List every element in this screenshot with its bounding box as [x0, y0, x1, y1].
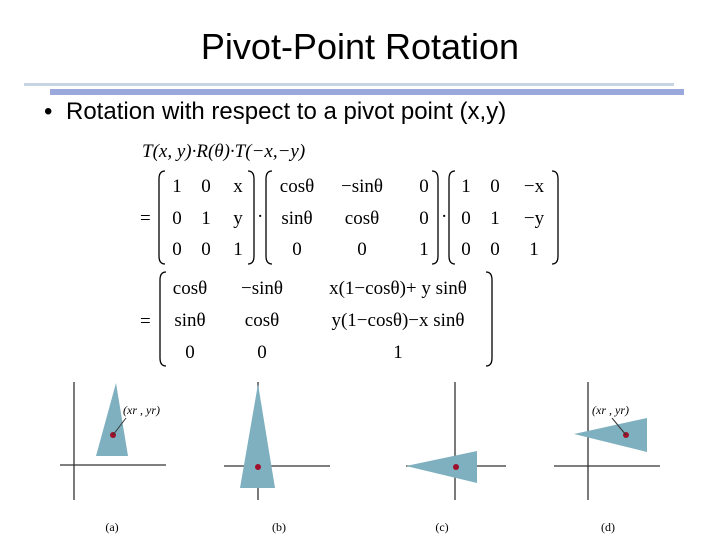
- matrix-cell: cosθ: [280, 176, 314, 197]
- matrix-cell: 0: [419, 208, 429, 229]
- matrix-cell: 0: [201, 239, 211, 260]
- matrix-cell: x: [233, 176, 243, 197]
- pivot-points: [110, 432, 629, 470]
- matrix-cell: 1: [172, 176, 182, 197]
- panel-label-c: (c): [435, 520, 448, 534]
- matrix-bracket-left: [158, 170, 166, 265]
- triangle-a: [96, 383, 128, 456]
- matrix-bracket-left: [265, 170, 273, 265]
- matrix-cell: 0: [461, 208, 471, 229]
- shapes: [96, 383, 647, 488]
- matrix-cell: 0: [357, 239, 367, 260]
- pivot-point-c: [453, 464, 459, 470]
- matrix-cell: sinθ: [174, 310, 205, 331]
- matrix-cell: 0: [490, 239, 500, 260]
- matrix-cell: 0: [185, 342, 195, 363]
- triangle-b: [240, 384, 275, 488]
- matrix-cell: 0: [292, 239, 302, 260]
- matrix-cell: 1: [393, 342, 403, 363]
- matrix-cell: y(1−cosθ)−x sinθ: [331, 310, 464, 331]
- matrix-cell: 0: [257, 342, 267, 363]
- matrix-result: cosθ −sinθ x(1−cosθ)+ y sinθ sinθ cosθ y(1−co…: [159, 271, 493, 367]
- bullet-text: Rotation with respect to a pivot point (…: [66, 98, 507, 125]
- matrix-cell: 0: [419, 176, 429, 197]
- matrix-cell: 1: [461, 176, 471, 197]
- matrix-bracket-right: [485, 271, 493, 367]
- multiply-dot-2: ·: [441, 206, 447, 227]
- equals-sign-1: =: [140, 208, 151, 229]
- triangle-c: [406, 451, 477, 483]
- matrix-bracket-left: [448, 170, 456, 265]
- matrix-bracket-right: [247, 170, 255, 265]
- matrix-cell: 0: [490, 176, 500, 197]
- matrix-translate: 1 0 x0 1 y0 0 1: [158, 170, 255, 265]
- pivot-label-d: (xr , yr): [592, 403, 629, 417]
- pivot-point-b: [255, 464, 261, 470]
- bullet-point: • Rotation with respect to a pivot point …: [44, 98, 506, 126]
- matrix-cell: 0: [172, 208, 182, 229]
- pivot-leaders: [112, 417, 627, 436]
- matrix-bracket-right: [431, 170, 439, 265]
- matrix-cell: 1: [233, 239, 243, 260]
- panel-label-b: (b): [272, 520, 286, 534]
- matrix-cell: 0: [172, 239, 182, 260]
- axes: [60, 382, 660, 500]
- equals-sign-2: =: [140, 311, 151, 332]
- matrix-translate-inverse: 1 0 −x0 1 −y0 0 1: [448, 170, 559, 265]
- matrix-rotate: cosθ −sinθ 0 sinθ cosθ 0 0 0 1: [265, 170, 439, 265]
- matrix-cell: 1: [490, 208, 500, 229]
- matrix-cell: 1: [419, 239, 429, 260]
- matrix-cell: sinθ: [281, 208, 312, 229]
- pivot-leader-a: [112, 417, 127, 436]
- panel-label-a: (a): [105, 520, 118, 534]
- matrix-cell: −sinθ: [341, 176, 383, 197]
- matrix-cell: −y: [524, 208, 545, 229]
- matrix-bracket-left: [159, 271, 167, 367]
- equation-lhs: T(x, y)·R(θ)·T(−x,−y): [142, 141, 305, 162]
- matrix-cell: −x: [524, 176, 545, 197]
- panel-label-d: (d): [601, 520, 615, 534]
- triangle-d: [574, 418, 647, 452]
- title-divider-light: [24, 83, 674, 86]
- matrix-cell: 1: [201, 208, 211, 229]
- matrix-cell: y: [233, 208, 243, 229]
- matrix-cell: 0: [461, 239, 471, 260]
- title-divider-dark: [50, 89, 684, 95]
- matrix-cell: 0: [201, 176, 211, 197]
- matrix-bracket-right: [551, 170, 559, 265]
- multiply-dot-1: ·: [257, 206, 263, 227]
- matrix-cell: 1: [529, 239, 539, 260]
- matrix-cell: −sinθ: [241, 278, 283, 299]
- pivot-leader-d: [611, 417, 627, 436]
- matrix-cell: x(1−cosθ)+ y sinθ: [329, 278, 467, 299]
- matrix-cell: cosθ: [245, 310, 279, 331]
- bullet-icon: •: [44, 98, 53, 125]
- matrix-cell: cosθ: [345, 208, 379, 229]
- matrix-cell: cosθ: [173, 278, 207, 299]
- pivot-label-a: (xr , yr): [123, 403, 160, 417]
- slide-title: Pivot-Point Rotation: [200, 26, 520, 67]
